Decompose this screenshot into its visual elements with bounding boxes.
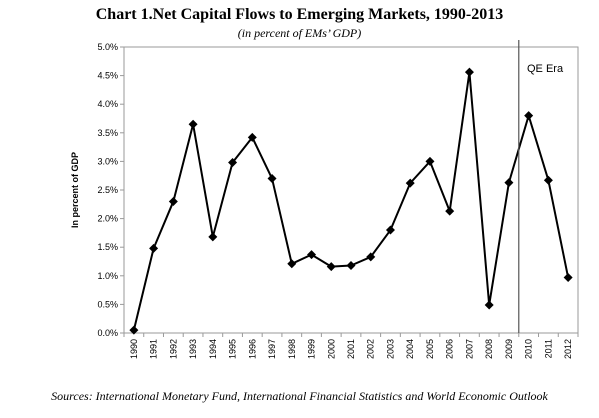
- x-tick-label: 1998: [287, 339, 297, 359]
- data-point-1999: [307, 250, 317, 260]
- data-point-2008: [484, 300, 494, 310]
- x-tick-label: 1993: [188, 339, 198, 359]
- y-tick-label: 0.0%: [97, 328, 118, 338]
- x-tick-label: 2010: [524, 339, 534, 359]
- plot-border: [123, 46, 579, 334]
- x-tick-label: 1992: [168, 339, 178, 359]
- series-line: [132, 71, 570, 331]
- data-point-2007: [464, 67, 474, 77]
- data-point-2011: [543, 175, 553, 185]
- data-point-2009: [504, 178, 514, 188]
- y-tick-label: 3.0%: [97, 156, 118, 166]
- data-point-2001: [346, 261, 356, 271]
- x-tick-label: 2006: [445, 339, 455, 359]
- data-point-2010: [524, 111, 534, 121]
- data-point-2003: [385, 225, 395, 235]
- x-tick-label: 2001: [346, 339, 356, 359]
- y-tick-label: 1.0%: [97, 271, 118, 281]
- chart-title: Chart 1.Net Capital Flows to Emerging Ma…: [95, 6, 504, 23]
- x-tick-label: 2011: [543, 339, 553, 358]
- y-tick-label: 0.5%: [97, 299, 118, 309]
- x-tick-label: 1997: [267, 339, 277, 359]
- x-tick-label: 2003: [385, 339, 395, 359]
- data-point-1994: [208, 232, 218, 242]
- data-point-2000: [326, 262, 336, 272]
- data-point-1995: [228, 158, 238, 168]
- data-point-1996: [247, 132, 257, 142]
- data-point-1998: [287, 259, 297, 269]
- chart-subtitle: (in percent of EMs’ GDP): [237, 26, 362, 40]
- y-tick-label: 5.0%: [97, 42, 118, 52]
- y-axis-label: In percent of GDP: [70, 152, 80, 228]
- data-point-2006: [445, 206, 455, 216]
- data-point-1992: [168, 196, 178, 206]
- data-point-1990: [129, 325, 139, 335]
- data-point-1997: [267, 174, 277, 184]
- x-tick-label: 2009: [504, 339, 514, 359]
- data-point-2004: [405, 178, 415, 188]
- y-tick-label: 1.5%: [97, 242, 118, 252]
- data-point-2012: [563, 273, 573, 283]
- qe-era-label: QE Era: [527, 63, 564, 75]
- data-point-1993: [188, 119, 198, 129]
- y-tick-label: 3.5%: [97, 128, 118, 138]
- data-point-1991: [149, 243, 159, 253]
- x-tick-label: 1995: [228, 339, 238, 359]
- x-tick-label: 2008: [484, 339, 494, 359]
- y-tick-label: 2.5%: [97, 185, 118, 195]
- y-tick-label: 2.0%: [97, 214, 118, 224]
- source-note: Sources: International Monetary Fund, In…: [51, 389, 548, 403]
- x-tick-label: 1999: [307, 339, 317, 359]
- y-tick-label: 4.0%: [97, 99, 118, 109]
- x-tick-label: 1996: [247, 339, 257, 359]
- x-tick-label: 2007: [464, 339, 474, 359]
- x-tick-label: 2005: [425, 339, 435, 359]
- y-tick-label: 4.5%: [97, 71, 118, 81]
- x-tick-label: 2000: [326, 339, 336, 359]
- x-tick-label: 2012: [563, 339, 573, 359]
- data-point-2005: [425, 156, 435, 166]
- x-tick-label: 2004: [405, 339, 415, 359]
- x-tick-label: 1990: [129, 339, 139, 359]
- x-tick-label: 1994: [208, 339, 218, 359]
- data-point-2002: [366, 252, 376, 262]
- x-tick-label: 1991: [149, 339, 159, 359]
- x-tick-label: 2002: [366, 339, 376, 359]
